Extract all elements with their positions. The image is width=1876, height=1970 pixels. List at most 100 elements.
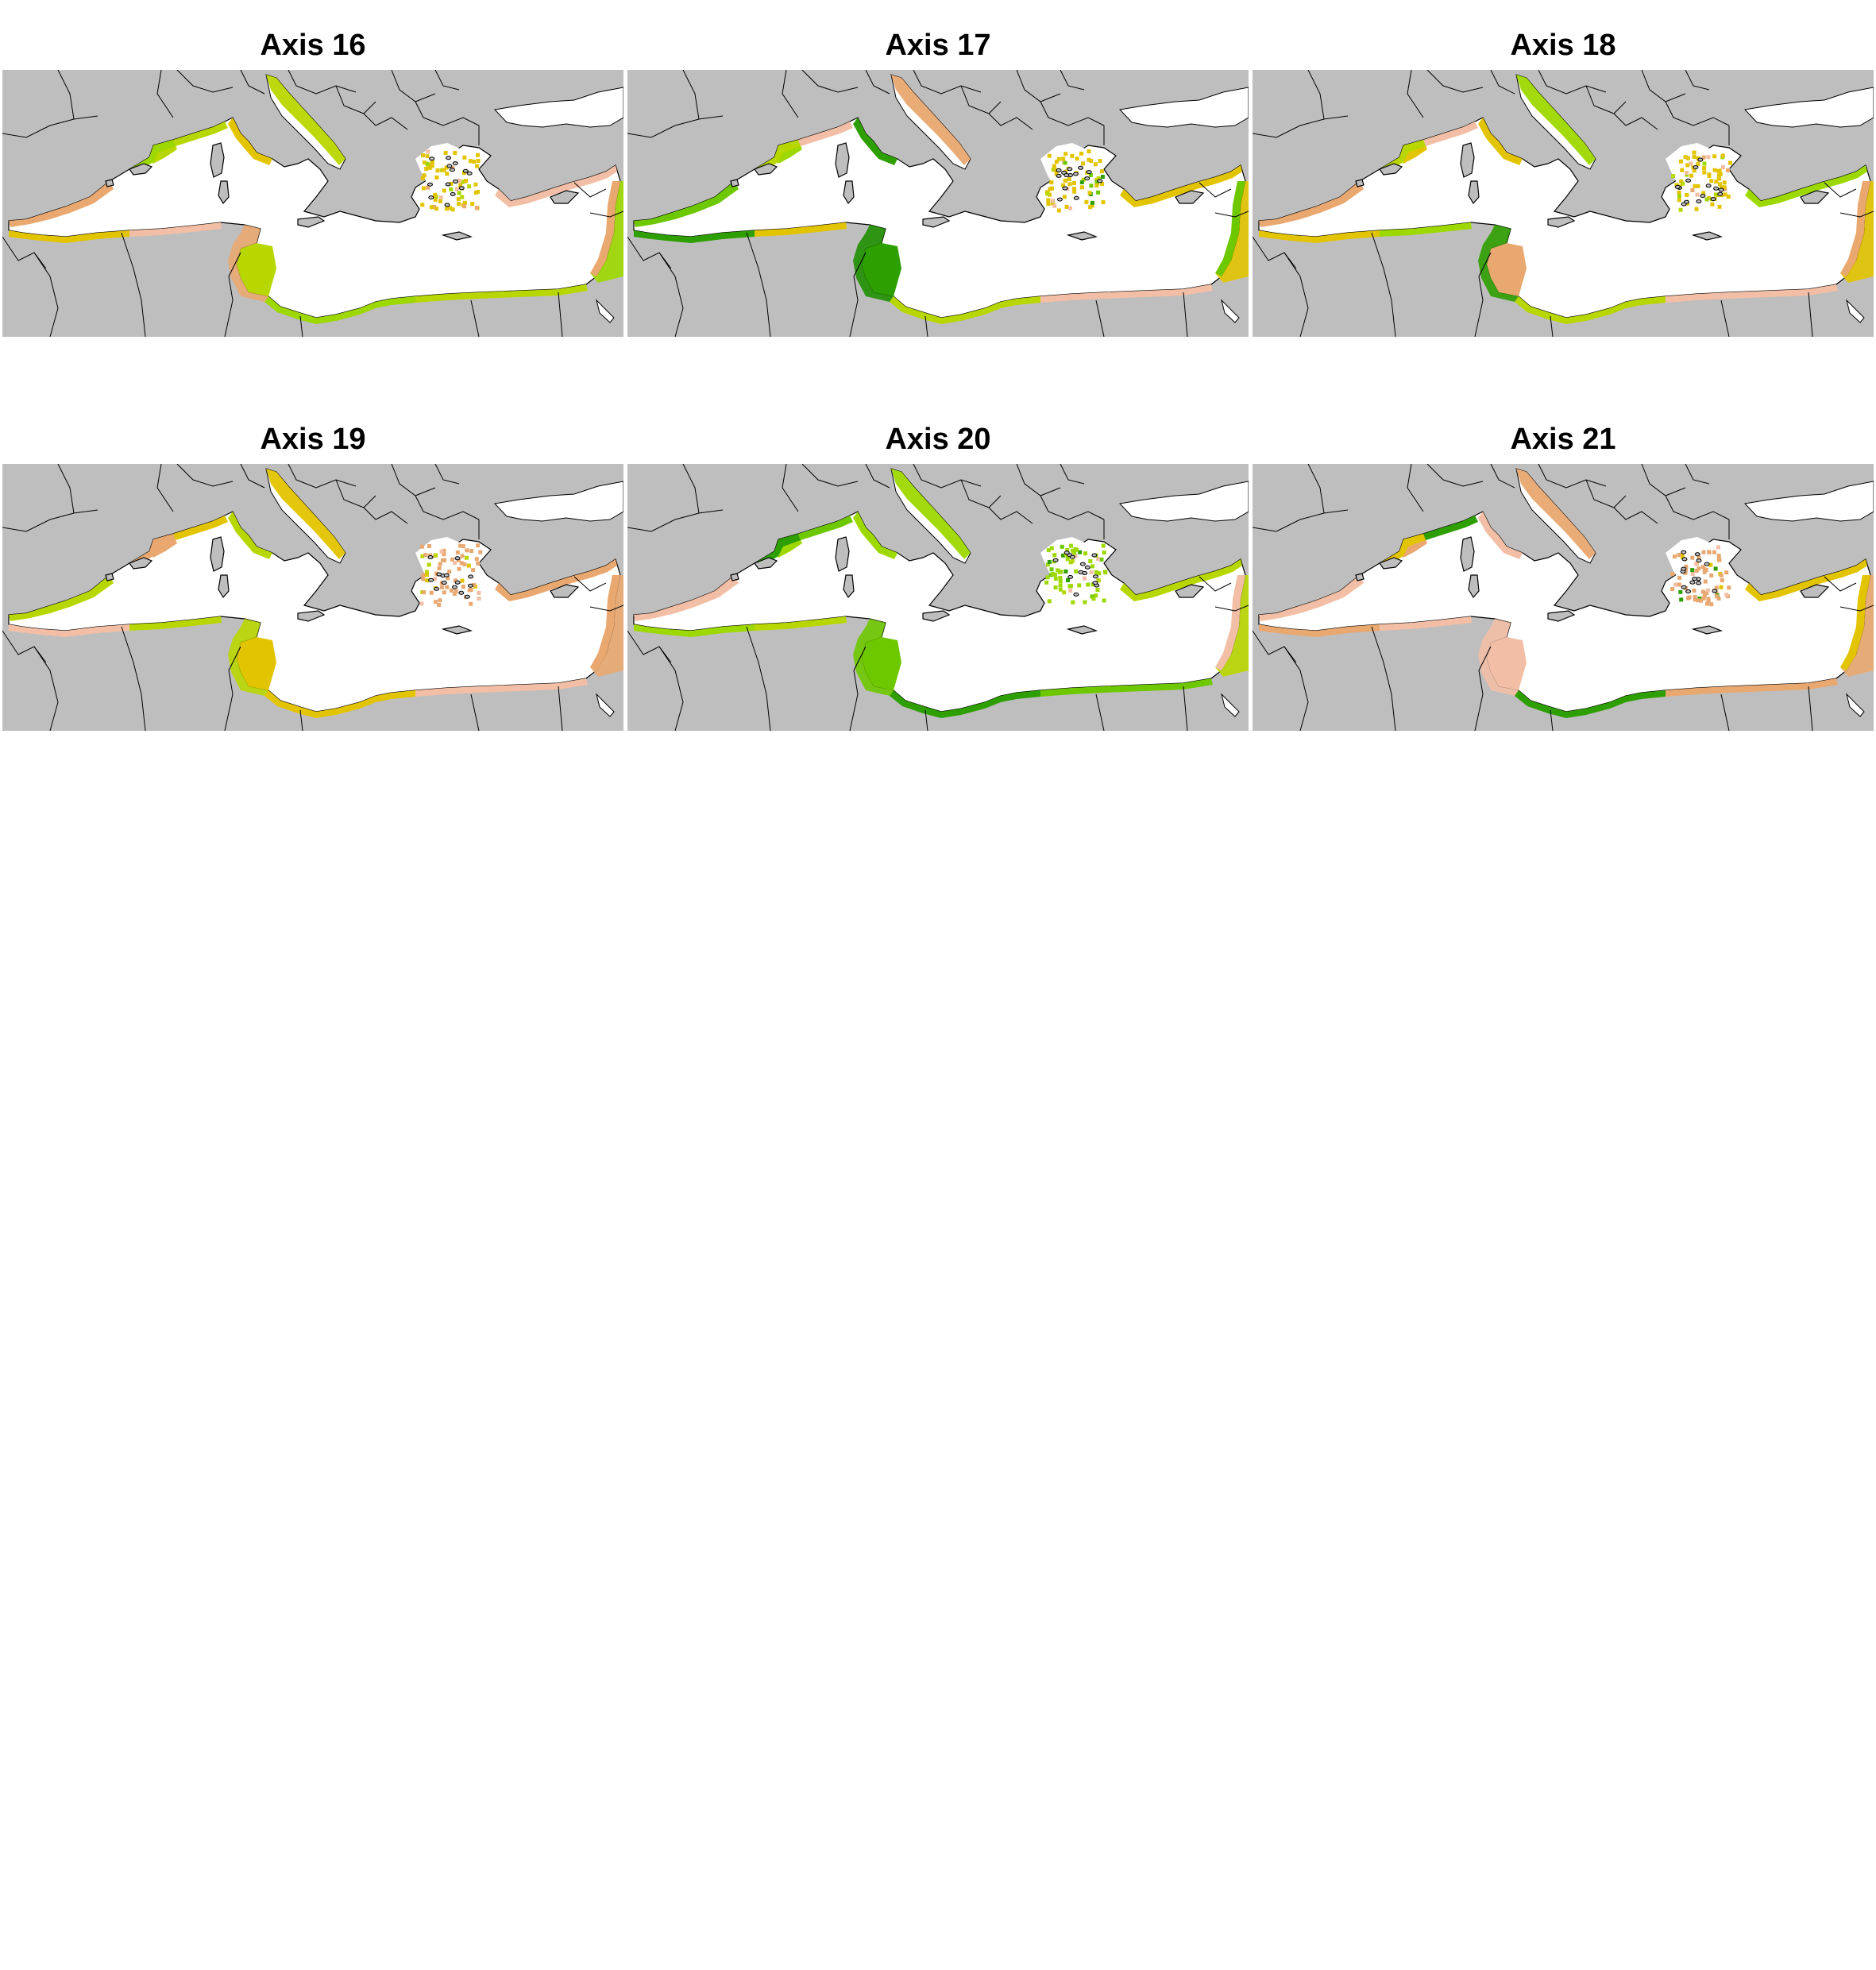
panel-title: Axis 17 bbox=[885, 29, 991, 62]
shelf-pixel bbox=[1093, 162, 1098, 167]
country-border bbox=[1808, 686, 1813, 731]
island bbox=[1091, 553, 1098, 558]
shelf-pixel bbox=[453, 561, 457, 566]
island bbox=[1704, 562, 1710, 566]
shelf-pixel bbox=[420, 176, 425, 180]
shelf-tunisia bbox=[853, 619, 894, 696]
island bbox=[1062, 186, 1068, 191]
island bbox=[1067, 574, 1074, 579]
island bbox=[446, 156, 452, 160]
shelf-gulf-of-gabes bbox=[1487, 637, 1527, 690]
country-border bbox=[335, 85, 376, 114]
black-sea bbox=[1118, 87, 1249, 128]
coastal-band bbox=[1840, 181, 1870, 276]
shelf-pixel bbox=[441, 558, 445, 562]
shelf-gulf-of-gabes bbox=[1487, 243, 1527, 296]
shelf-pixel bbox=[1061, 156, 1066, 161]
shelf-pixel bbox=[1089, 183, 1094, 188]
country-border bbox=[1214, 211, 1249, 218]
panel-title: Axis 18 bbox=[1510, 29, 1616, 62]
coastal-band bbox=[755, 616, 847, 631]
shelf-pixel bbox=[1722, 180, 1727, 185]
shelf-pixel bbox=[474, 206, 479, 211]
island bbox=[730, 573, 739, 581]
country-border bbox=[288, 464, 357, 489]
mediterranean-map bbox=[2, 464, 623, 731]
country-border bbox=[1214, 605, 1249, 612]
island bbox=[297, 610, 326, 622]
shelf-pixel bbox=[453, 150, 457, 155]
island bbox=[1681, 202, 1687, 207]
shelf-pixel bbox=[1063, 160, 1067, 165]
coastal-band bbox=[1040, 284, 1213, 303]
island bbox=[1693, 165, 1699, 170]
shelf-pixel bbox=[421, 153, 425, 157]
country-border bbox=[1095, 299, 1105, 337]
coastal-band bbox=[1745, 559, 1867, 601]
shelf-pixel bbox=[1048, 187, 1052, 191]
red-sea bbox=[1846, 299, 1865, 323]
shelf-pixel bbox=[1712, 550, 1716, 554]
island bbox=[1694, 552, 1700, 557]
shelf-pixel bbox=[1044, 580, 1049, 585]
shelf-pixel bbox=[420, 203, 425, 207]
shelf-pixel bbox=[1714, 585, 1719, 590]
island bbox=[1717, 191, 1724, 196]
island bbox=[297, 216, 326, 228]
shelf-pixel bbox=[1052, 573, 1057, 577]
country-border bbox=[1474, 252, 1492, 337]
shelf-pixel bbox=[1045, 191, 1050, 196]
shelf-pixel bbox=[1096, 557, 1101, 562]
shelf-pixel bbox=[478, 550, 483, 554]
coastal-band bbox=[1666, 678, 1838, 697]
shelf-pixel bbox=[446, 576, 450, 581]
mediterranean-map bbox=[627, 464, 1249, 731]
country-border bbox=[434, 464, 460, 485]
shelf-pixel bbox=[1087, 157, 1091, 162]
country-border bbox=[1824, 182, 1857, 198]
shelf-pixel bbox=[1101, 543, 1106, 548]
coastal-band bbox=[1380, 222, 1472, 237]
island bbox=[1069, 554, 1075, 559]
shelf-pixel bbox=[1704, 197, 1709, 202]
shelf-pixel bbox=[1685, 192, 1689, 197]
country-border bbox=[1490, 70, 1515, 95]
shelf-tunisia bbox=[853, 225, 894, 302]
coastal-band bbox=[415, 678, 588, 697]
country-border bbox=[1307, 464, 1349, 514]
country-border bbox=[1641, 464, 1686, 496]
shelf-pixel bbox=[1051, 201, 1056, 206]
shelf-pixel bbox=[1090, 200, 1094, 205]
shelf-pixel bbox=[469, 159, 473, 164]
shelf-pixel bbox=[1078, 550, 1083, 554]
shelf-pixel bbox=[1716, 597, 1721, 601]
country-border bbox=[363, 507, 408, 524]
country-border bbox=[913, 464, 982, 489]
island bbox=[1468, 180, 1480, 205]
shelf-pixel bbox=[424, 573, 429, 577]
shelf-pixel bbox=[460, 578, 465, 583]
coastal-band bbox=[853, 512, 897, 559]
shelf-pixel bbox=[1670, 587, 1675, 592]
shelf-pixel bbox=[1719, 573, 1724, 577]
island bbox=[1691, 231, 1724, 241]
shelf-pixel bbox=[1061, 553, 1066, 558]
island bbox=[730, 179, 739, 187]
shelf-pixel bbox=[467, 184, 472, 189]
shelf-pixel bbox=[448, 206, 453, 211]
shelf-pixel bbox=[1048, 192, 1052, 197]
country-border bbox=[924, 315, 928, 337]
shelf-pixel bbox=[445, 172, 450, 176]
shelf-pixel bbox=[1090, 582, 1095, 587]
shelf-pixel bbox=[1048, 573, 1053, 577]
shelf-pixel bbox=[430, 160, 434, 164]
shelf-pixel bbox=[1058, 583, 1063, 588]
country-border bbox=[2, 630, 47, 663]
country-border bbox=[1613, 113, 1658, 130]
country-border bbox=[1040, 101, 1105, 126]
island bbox=[452, 585, 457, 589]
country-border bbox=[658, 646, 684, 731]
shelf-pixel bbox=[1094, 593, 1098, 598]
shelf-pixel bbox=[1692, 154, 1697, 159]
shelf-pixel bbox=[460, 180, 465, 184]
